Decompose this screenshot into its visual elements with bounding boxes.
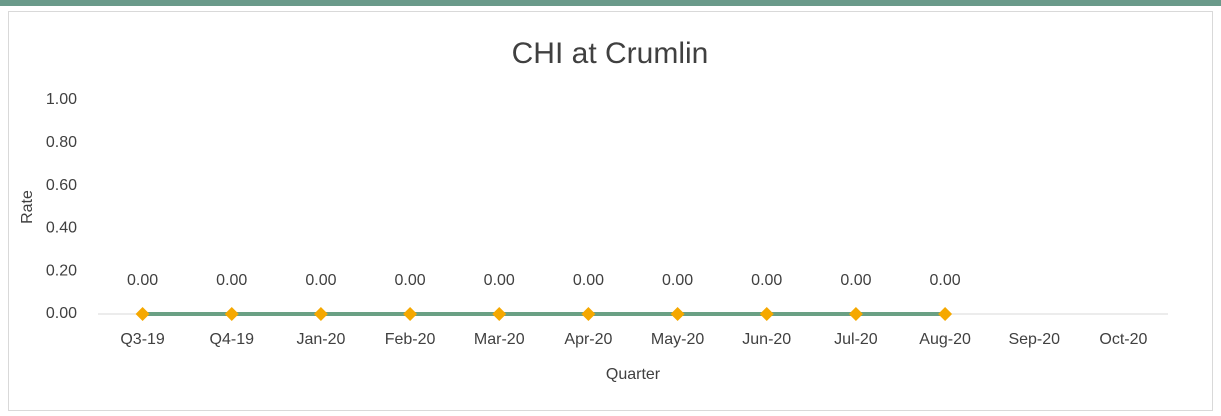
data-label: 0.00 <box>662 272 693 289</box>
y-tick-label: 0.60 <box>46 177 77 194</box>
data-label: 0.00 <box>127 272 158 289</box>
x-tick-label: Mar-20 <box>474 331 525 348</box>
x-tick-label: Sep-20 <box>1008 331 1060 348</box>
x-tick-label: Feb-20 <box>385 331 436 348</box>
x-tick-label: Q4-19 <box>210 331 255 348</box>
marker <box>313 307 328 321</box>
marker <box>759 307 774 321</box>
x-tick-label: Jun-20 <box>742 331 791 348</box>
data-label: 0.00 <box>930 272 961 289</box>
top-bar <box>0 0 1221 6</box>
marker <box>224 307 239 321</box>
data-label: 0.00 <box>395 272 426 289</box>
x-tick-label: Oct-20 <box>1099 331 1147 348</box>
x-tick-label: May-20 <box>651 331 704 348</box>
marker <box>135 307 150 321</box>
x-axis-label: Quarter <box>606 366 661 383</box>
marker <box>403 307 418 321</box>
marker <box>938 307 953 321</box>
data-label: 0.00 <box>751 272 782 289</box>
data-label: 0.00 <box>573 272 604 289</box>
x-tick-label: Apr-20 <box>564 331 612 348</box>
data-label: 0.00 <box>484 272 515 289</box>
marker <box>670 307 685 321</box>
x-tick-label: Q3-19 <box>120 331 165 348</box>
data-label: 0.00 <box>840 272 871 289</box>
y-tick-label: 0.00 <box>46 305 77 322</box>
y-tick-label: 0.80 <box>46 134 77 151</box>
data-label: 0.00 <box>216 272 247 289</box>
data-label: 0.00 <box>305 272 336 289</box>
y-tick-label: 0.20 <box>46 262 77 279</box>
y-tick-label: 0.40 <box>46 220 77 237</box>
marker <box>492 307 507 321</box>
chart-title: CHI at Crumlin <box>512 37 709 70</box>
x-tick-label: Jan-20 <box>296 331 345 348</box>
chart-frame <box>8 11 1213 411</box>
x-tick-label: Aug-20 <box>919 331 971 348</box>
y-axis-label: Rate <box>19 190 36 224</box>
marker <box>581 307 596 321</box>
marker <box>848 307 863 321</box>
y-tick-label: 1.00 <box>46 91 77 108</box>
x-tick-label: Jul-20 <box>834 331 878 348</box>
